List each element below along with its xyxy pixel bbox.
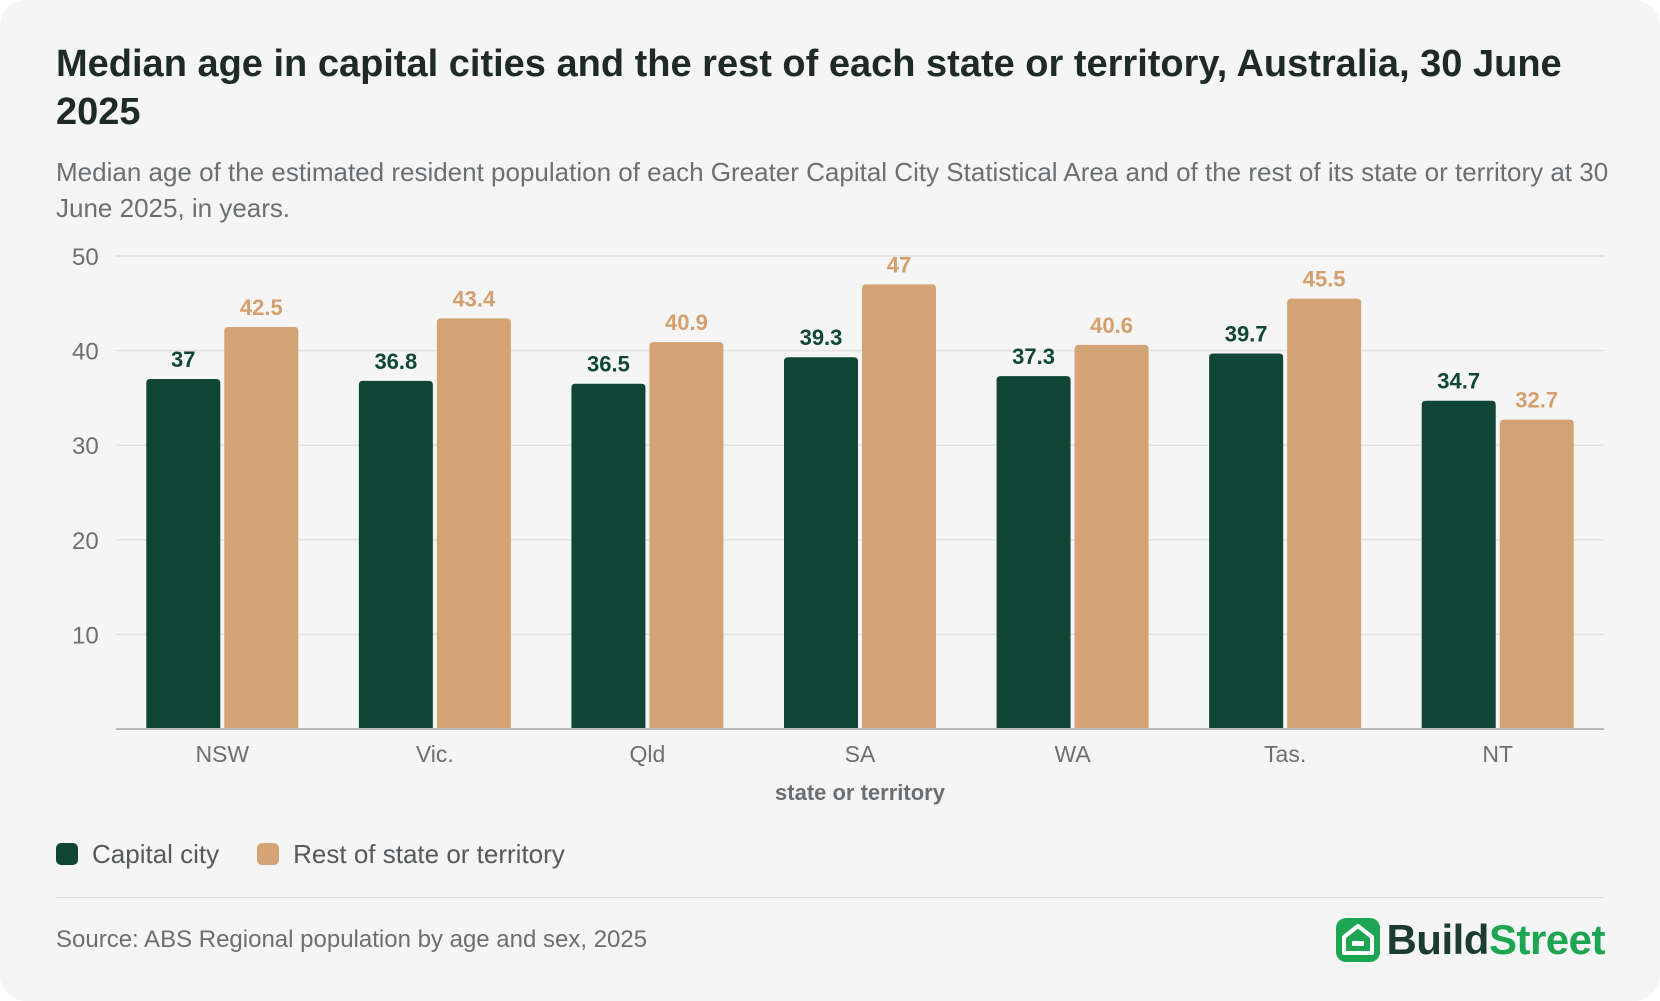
bar-rest-of-state-or-territory — [224, 326, 299, 729]
bar-capital-city — [1209, 353, 1284, 729]
legend-item-rest-of-state: Rest of state or territory — [257, 839, 565, 870]
data-label-capital-city: 36.8 — [374, 349, 417, 374]
legend-label-capital-city: Capital city — [92, 838, 220, 869]
legend-swatch-rest-of-state — [257, 843, 280, 865]
x-axis-label: state or territory — [775, 780, 946, 805]
legend: Capital city Rest of state or territory — [56, 834, 565, 874]
x-tick-label: NSW — [195, 741, 249, 767]
legend-swatch-capital-city — [56, 843, 78, 865]
data-label-rest-of-state-or-territory: 32.7 — [1515, 388, 1558, 413]
y-tick-label: 20 — [72, 528, 99, 555]
x-tick-label: Tas. — [1264, 741, 1306, 767]
y-tick-label: 50 — [72, 244, 99, 271]
legend-label-rest-of-state: Rest of state or territory — [293, 838, 565, 869]
data-label-rest-of-state-or-territory: 40.9 — [665, 310, 708, 335]
x-tick-label: WA — [1054, 741, 1091, 767]
x-tick-label: Qld — [630, 741, 666, 767]
bar-rest-of-state-or-territory — [1074, 344, 1149, 729]
brand-name: BuildStreet — [1386, 916, 1605, 964]
bar-capital-city — [784, 357, 858, 729]
bar-capital-city — [1421, 400, 1496, 729]
data-label-rest-of-state-or-territory: 43.4 — [452, 286, 496, 311]
data-label-capital-city: 39.3 — [800, 325, 843, 350]
brand-logo: BuildStreet — [1336, 916, 1606, 964]
data-label-capital-city: 36.5 — [587, 352, 630, 377]
gridlines — [116, 255, 1604, 636]
y-tick-label: 10 — [72, 622, 99, 649]
x-tick-label: SA — [845, 741, 876, 767]
brand-name-part-2: Street — [1488, 916, 1606, 963]
bar-rest-of-state-or-territory — [436, 318, 511, 729]
legend-item-capital-city: Capital city — [56, 839, 219, 870]
chart-subtitle: Median age of the estimated resident pop… — [56, 157, 1609, 223]
x-tick-label: NT — [1482, 741, 1513, 767]
chart-title: Median age in capital cities and the res… — [56, 43, 1562, 133]
bar-rest-of-state-or-territory — [649, 342, 724, 729]
bar-rest-of-state-or-territory — [1287, 298, 1362, 729]
bar-rest-of-state-or-territory — [1499, 419, 1574, 729]
data-label-rest-of-state-or-territory: 40.6 — [1090, 313, 1133, 338]
x-axis-ticks: NSW Vic. Qld SA WA Tas. NT — [195, 741, 1513, 767]
bar-capital-city — [996, 376, 1071, 729]
data-label-capital-city: 37.3 — [1012, 344, 1055, 369]
data-label-capital-city: 39.7 — [1225, 321, 1268, 346]
data-label-rest-of-state-or-territory: 42.5 — [240, 295, 283, 320]
data-label-rest-of-state-or-territory: 45.5 — [1303, 267, 1346, 292]
footer-divider — [56, 897, 1604, 898]
y-axis-ticks: 10 20 30 40 50 — [72, 244, 99, 649]
x-tick-label: Vic. — [416, 741, 454, 767]
y-tick-label: 40 — [72, 339, 99, 366]
bars — [146, 284, 1574, 729]
y-tick-label: 30 — [72, 433, 99, 460]
data-label-rest-of-state-or-territory: 47 — [887, 252, 911, 277]
data-labels: 37 42.5 36.8 43.4 36.5 40.9 39.3 47 37.3 40.6 39.7… — [171, 252, 1558, 412]
bar-rest-of-state-or-territory — [862, 284, 936, 729]
bar-capital-city — [146, 378, 221, 729]
source-note: Source: ABS Regional population by age a… — [56, 926, 648, 953]
brand-name-part-1: Build — [1386, 916, 1489, 963]
data-label-capital-city: 34.7 — [1437, 369, 1480, 394]
house-icon — [1336, 918, 1381, 962]
bar-capital-city — [571, 383, 646, 729]
data-label-capital-city: 37 — [171, 347, 195, 372]
bar-capital-city — [358, 380, 433, 729]
